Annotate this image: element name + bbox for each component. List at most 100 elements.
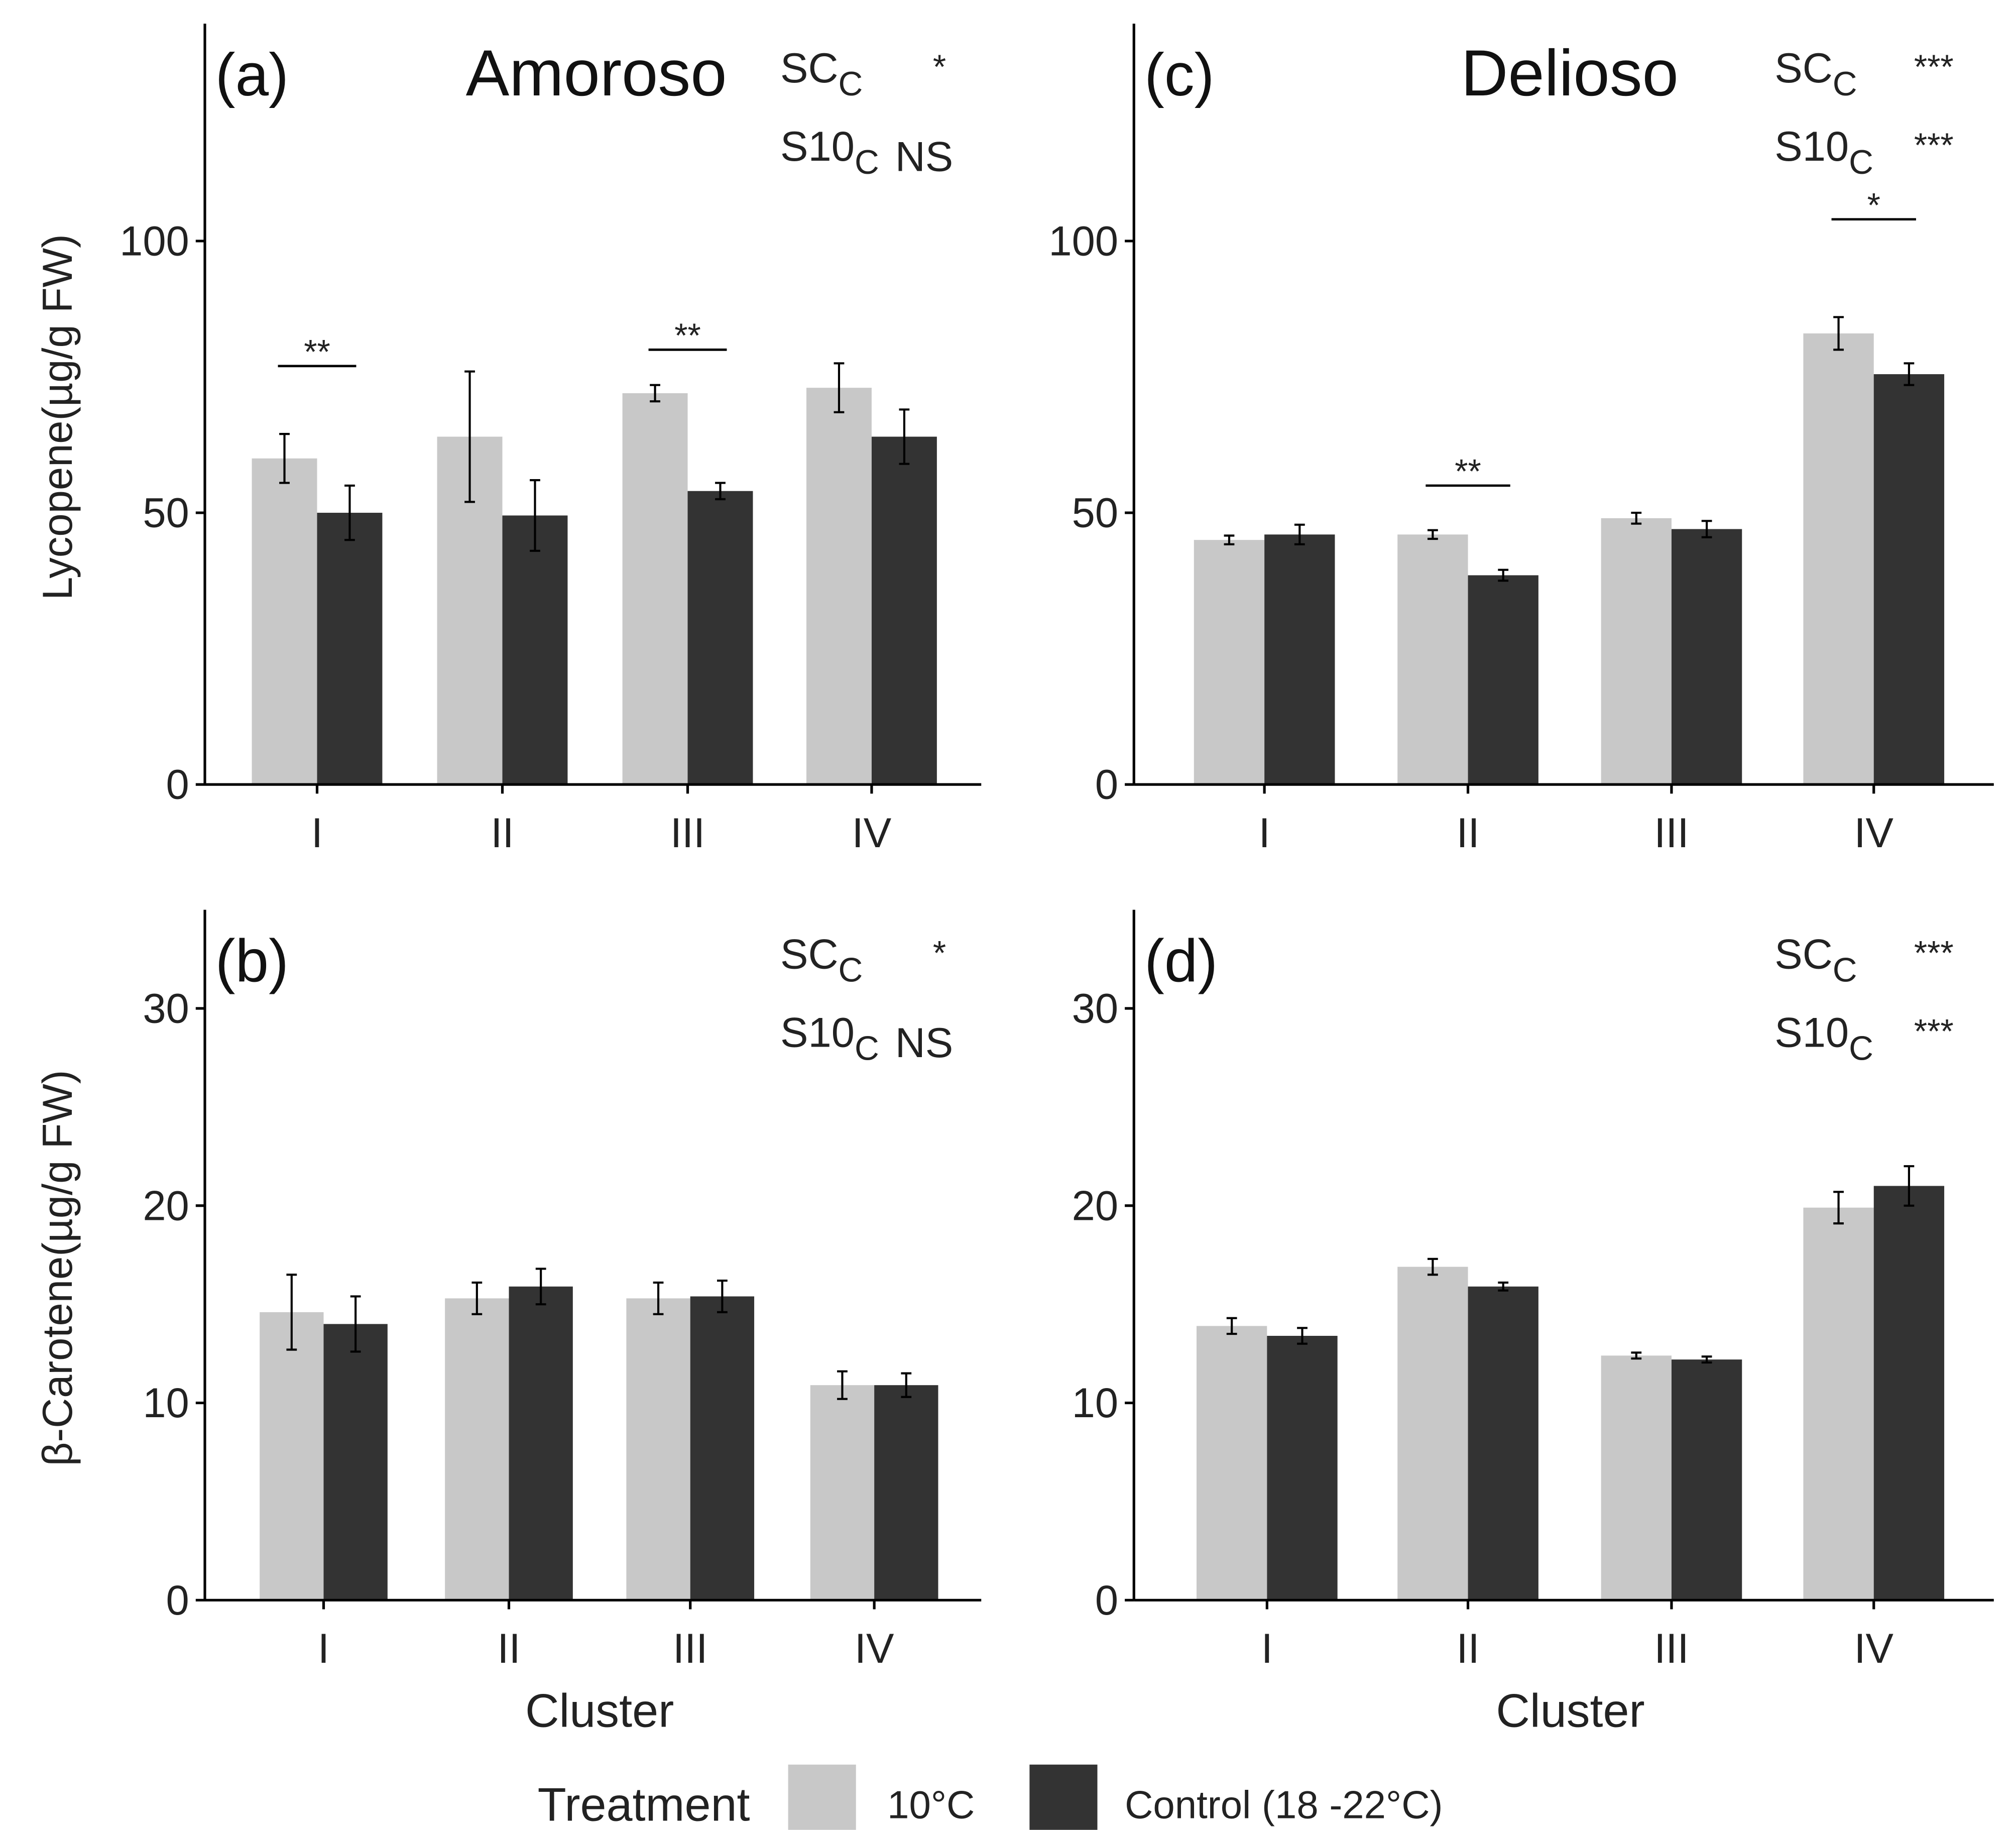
stat-label: SCC — [780, 45, 863, 103]
significance-label: ** — [1455, 453, 1481, 491]
stat-value: NS — [895, 134, 954, 180]
error-bar — [344, 484, 355, 541]
bar-a-II-control — [502, 515, 568, 785]
x-tick-label: III — [673, 1625, 707, 1672]
y-tick-label: 10 — [143, 1380, 189, 1426]
stat-subscript: C — [1833, 65, 1857, 103]
error-bar — [1701, 1355, 1712, 1364]
error-bar — [1224, 534, 1235, 545]
bar-b-IV-control — [874, 1385, 938, 1600]
error-bar — [530, 479, 540, 552]
stat-name: SC — [1774, 45, 1833, 91]
bar-a-III-cold — [622, 393, 688, 785]
legend-label: Control (18 -22°C) — [1125, 1782, 1443, 1826]
stat-subscript: C — [855, 1030, 879, 1067]
stat-value: * — [933, 935, 946, 972]
error-bar — [1427, 529, 1438, 540]
x-tick-label: IV — [852, 810, 892, 856]
stat-value: *** — [1914, 1013, 1954, 1051]
error-bar — [837, 1370, 848, 1400]
x-tick-label: III — [1654, 1625, 1689, 1672]
error-bar — [1498, 568, 1509, 582]
x-tick-label: III — [670, 810, 705, 856]
bar-a-IV-control — [871, 436, 937, 785]
stat-value: NS — [895, 1019, 954, 1066]
bar-c-III-cold — [1601, 518, 1672, 785]
bar-c-II-cold — [1397, 534, 1468, 785]
legend-swatch — [788, 1764, 856, 1830]
x-tick-label: I — [1259, 810, 1270, 856]
bar-d-II-control — [1468, 1286, 1538, 1600]
panel-label: (d) — [1144, 928, 1218, 995]
stat-value: *** — [1914, 935, 1954, 972]
significance-label: ** — [674, 317, 701, 355]
x-tick-label: I — [311, 810, 323, 856]
panel-title: Delioso — [1461, 36, 1679, 109]
bar-d-II-cold — [1397, 1267, 1468, 1600]
bar-b-II-cold — [445, 1298, 509, 1600]
error-bar — [899, 408, 910, 465]
stat-subscript: C — [839, 952, 863, 989]
bar-c-IV-control — [1873, 374, 1945, 785]
y-tick-label: 0 — [166, 1577, 189, 1624]
x-tick-label: IV — [1854, 1625, 1893, 1672]
stat-subscript: C — [1833, 952, 1857, 989]
bar-a-IV-cold — [806, 388, 872, 785]
y-tick-label: 50 — [143, 490, 189, 536]
bar-d-I-cold — [1197, 1326, 1267, 1600]
bar-a-I-cold — [252, 458, 317, 785]
bar-c-I-cold — [1194, 540, 1265, 785]
y-tick-label: 0 — [166, 761, 189, 808]
x-axis-label: Cluster — [525, 1684, 674, 1737]
bar-c-IV-cold — [1803, 333, 1874, 785]
y-tick-label: 100 — [120, 218, 189, 265]
x-tick-label: I — [1261, 1625, 1273, 1672]
y-axis-label: Lycopene(µg/g FW) — [34, 234, 81, 600]
stat-name: SC — [1774, 931, 1833, 978]
stat-subscript: C — [855, 144, 879, 181]
bar-b-IV-cold — [810, 1385, 875, 1600]
bar-a-I-control — [317, 513, 383, 785]
error-bar — [350, 1295, 361, 1353]
bar-d-I-control — [1267, 1336, 1338, 1600]
error-bar — [535, 1268, 546, 1306]
error-bar — [1226, 1317, 1237, 1335]
error-bar — [1294, 523, 1305, 545]
error-bar — [1631, 511, 1642, 525]
y-tick-label: 30 — [1072, 985, 1118, 1032]
error-bar — [1498, 1281, 1509, 1292]
bar-b-II-control — [509, 1286, 573, 1600]
legend: Treatment 10°C Control (18 -22°C) — [538, 1764, 1443, 1830]
error-bar — [834, 362, 845, 413]
significance-label: ** — [304, 333, 330, 371]
stat-label: SCC — [1774, 931, 1857, 989]
stat-label: S10C — [780, 1009, 879, 1067]
error-bar — [1833, 1191, 1844, 1225]
stat-subscript: C — [1849, 1030, 1873, 1067]
bar-c-I-control — [1264, 534, 1335, 785]
stat-label: SCC — [780, 931, 863, 989]
stat-name: S10 — [780, 1009, 855, 1056]
legend-swatch — [1029, 1764, 1098, 1830]
x-tick-label: IV — [855, 1625, 894, 1672]
stat-value: *** — [1914, 48, 1954, 86]
error-bar — [1904, 362, 1915, 386]
stat-label: S10C — [1774, 123, 1873, 181]
legend-label: 10°C — [887, 1782, 975, 1826]
panel-label: (a) — [215, 42, 289, 108]
panel-label: (b) — [215, 928, 289, 995]
error-bar — [1427, 1257, 1438, 1276]
stat-name: SC — [780, 45, 839, 91]
error-bar — [1297, 1327, 1308, 1345]
bar-d-IV-cold — [1803, 1207, 1874, 1600]
y-tick-label: 20 — [143, 1182, 189, 1229]
y-tick-label: 50 — [1072, 490, 1118, 536]
y-tick-label: 0 — [1095, 1577, 1118, 1624]
bar-c-II-control — [1468, 575, 1538, 785]
x-tick-label: IV — [1854, 810, 1893, 856]
stat-name: SC — [780, 931, 839, 978]
legend-title: Treatment — [538, 1778, 750, 1830]
stat-value: * — [933, 48, 946, 86]
